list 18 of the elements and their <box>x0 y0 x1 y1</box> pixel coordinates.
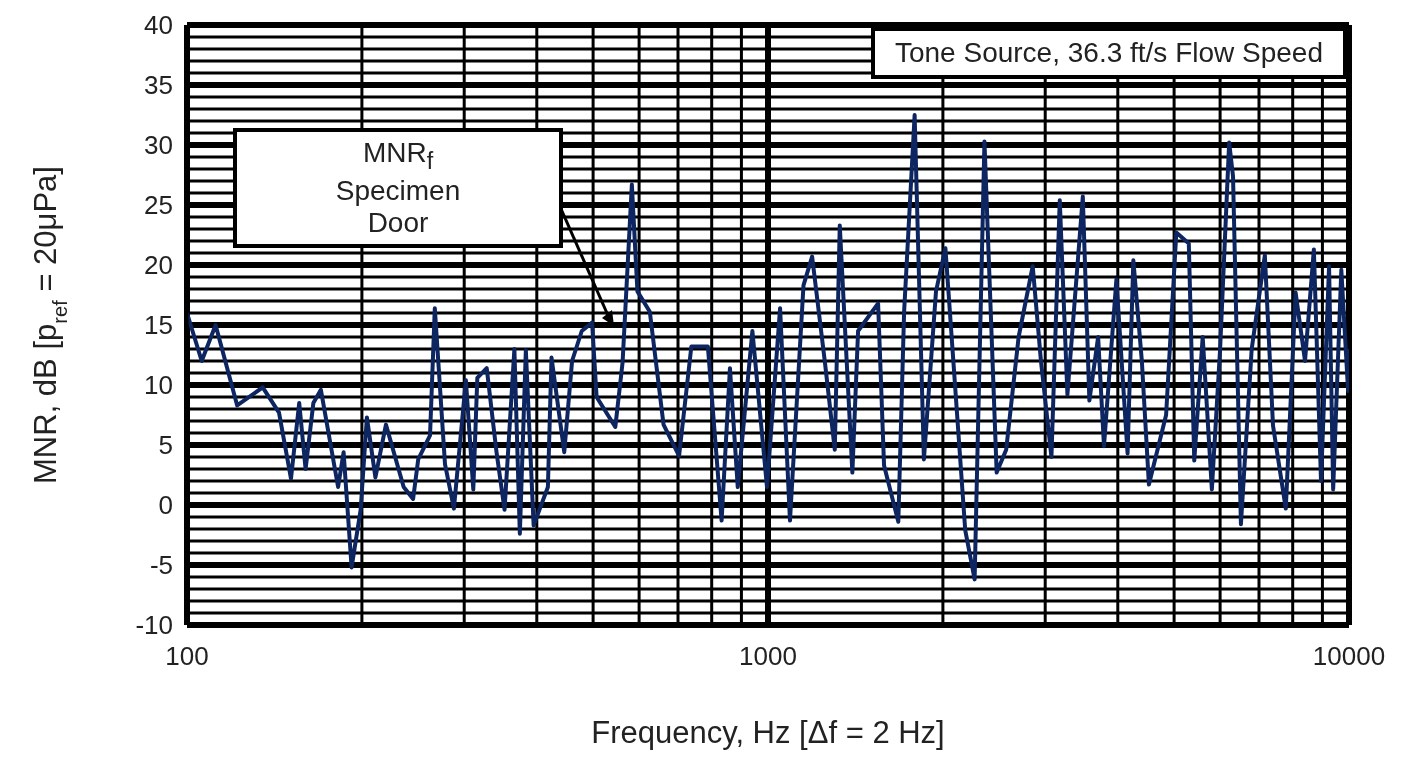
text-box: Tone Source, 36.3 ft/s Flow Speed <box>870 27 1347 79</box>
y-tick-label: 5 <box>158 430 173 461</box>
y-tick-label: -5 <box>149 550 173 581</box>
annotation: MNR$_{f}$ Specimen Door <box>334 137 462 239</box>
y-tick-label: 20 <box>144 250 173 281</box>
x-tick-label: 1000 <box>739 641 797 672</box>
y-tick-label: 15 <box>144 310 173 341</box>
x-tick-label: 100 <box>165 641 209 672</box>
x-tick-label: 10000 <box>1312 641 1386 672</box>
y-tick-label: 40 <box>144 10 173 41</box>
y-tick-label: 30 <box>144 130 173 161</box>
y-tick-label: 0 <box>158 490 173 521</box>
y-tick-label: 35 <box>144 70 173 101</box>
y-tick-label: 10 <box>144 370 173 401</box>
text-box: MNR$_{f}$ Specimen Door <box>233 128 563 248</box>
y-tick-label: 25 <box>144 190 173 221</box>
y-tick-label: -10 <box>135 610 173 641</box>
x-axis-title: Frequency, Hz [Δf = 2 Hz] <box>591 715 945 750</box>
